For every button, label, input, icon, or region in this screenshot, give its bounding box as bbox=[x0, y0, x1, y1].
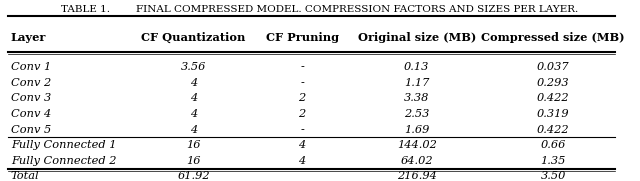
Text: 4: 4 bbox=[298, 156, 306, 166]
Text: Compressed size (MB): Compressed size (MB) bbox=[481, 32, 625, 43]
Text: Fully Connected 2: Fully Connected 2 bbox=[11, 156, 116, 166]
Text: 2.53: 2.53 bbox=[404, 109, 429, 119]
Text: 4: 4 bbox=[190, 93, 197, 104]
Text: 3.50: 3.50 bbox=[540, 171, 566, 181]
Text: 0.319: 0.319 bbox=[537, 109, 570, 119]
Text: Conv 1: Conv 1 bbox=[11, 62, 51, 72]
Text: Conv 3: Conv 3 bbox=[11, 93, 51, 104]
Text: Original size (MB): Original size (MB) bbox=[358, 32, 476, 43]
Text: -: - bbox=[300, 78, 304, 88]
Text: Layer: Layer bbox=[11, 32, 46, 43]
Text: 0.13: 0.13 bbox=[404, 62, 429, 72]
Text: 2: 2 bbox=[298, 93, 306, 104]
Text: 0.293: 0.293 bbox=[537, 78, 570, 88]
Text: Conv 4: Conv 4 bbox=[11, 109, 51, 119]
Text: 144.02: 144.02 bbox=[397, 140, 436, 150]
Text: 3.56: 3.56 bbox=[181, 62, 206, 72]
Text: 4: 4 bbox=[190, 109, 197, 119]
Text: 0.037: 0.037 bbox=[537, 62, 570, 72]
Text: 3.38: 3.38 bbox=[404, 93, 429, 104]
Text: -: - bbox=[300, 125, 304, 135]
Text: 1.17: 1.17 bbox=[404, 78, 429, 88]
Text: -: - bbox=[300, 62, 304, 72]
Text: 0.422: 0.422 bbox=[537, 125, 570, 135]
Text: 216.94: 216.94 bbox=[397, 171, 436, 181]
Text: 4: 4 bbox=[298, 140, 306, 150]
Text: 1.69: 1.69 bbox=[404, 125, 429, 135]
Text: 4: 4 bbox=[190, 125, 197, 135]
Text: 2: 2 bbox=[298, 109, 306, 119]
Text: 16: 16 bbox=[186, 140, 201, 150]
Text: 64.02: 64.02 bbox=[401, 156, 433, 166]
Text: Total: Total bbox=[11, 171, 39, 181]
Text: 61.92: 61.92 bbox=[177, 171, 210, 181]
Text: 16: 16 bbox=[186, 156, 201, 166]
Text: 4: 4 bbox=[190, 78, 197, 88]
Text: TABLE 1.        FINAL COMPRESSED MODEL. COMPRESSION FACTORS AND SIZES PER LAYER.: TABLE 1. FINAL COMPRESSED MODEL. COMPRES… bbox=[61, 5, 579, 14]
Text: Conv 2: Conv 2 bbox=[11, 78, 51, 88]
Text: CF Quantization: CF Quantization bbox=[141, 31, 246, 43]
Text: Fully Connected 1: Fully Connected 1 bbox=[11, 140, 116, 150]
Text: 1.35: 1.35 bbox=[540, 156, 566, 166]
Text: 0.422: 0.422 bbox=[537, 93, 570, 104]
Text: Conv 5: Conv 5 bbox=[11, 125, 51, 135]
Text: CF Pruning: CF Pruning bbox=[266, 32, 339, 43]
Text: 0.66: 0.66 bbox=[540, 140, 566, 150]
